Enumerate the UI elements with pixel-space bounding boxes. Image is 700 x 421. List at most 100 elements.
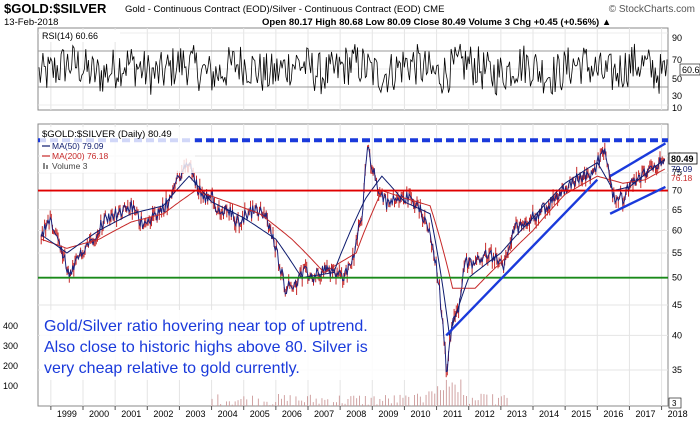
volume-bar: [393, 395, 395, 406]
x-tick-label: 1999: [57, 409, 77, 419]
legend-ma200: MA(200) 76.18: [52, 151, 108, 161]
volume-bar: [327, 399, 329, 406]
volume-bar: [324, 399, 326, 406]
volume-bar: [252, 395, 253, 406]
rsi-tick-label: 10: [672, 103, 682, 113]
volume-bar: [463, 395, 465, 406]
volume-bar: [388, 398, 389, 406]
volume-bar: [440, 390, 441, 406]
price-line: [40, 146, 665, 373]
volume-bars: [211, 379, 508, 406]
volume-bar: [347, 399, 349, 406]
volume-bar: [402, 397, 404, 406]
volume-bar: [226, 401, 227, 406]
annotation-line: Also close to historic highs above 80. S…: [44, 339, 368, 356]
volume-bar: [370, 397, 372, 406]
volume-bar: [443, 390, 444, 406]
x-tick-label: 2004: [218, 409, 238, 419]
volume-bar: [333, 402, 334, 406]
volume-value-tag: 3: [672, 399, 677, 408]
price-tick-label: 45: [672, 300, 682, 310]
volume-bar: [445, 379, 447, 406]
volume-bar: [275, 402, 277, 406]
volume-bar: [237, 400, 239, 406]
x-tick-label: 2014: [539, 409, 559, 419]
x-tick-label: 2018: [668, 409, 688, 419]
legend-volume-swatch: [43, 163, 45, 169]
volume-bar: [263, 401, 265, 406]
volume-bar: [469, 403, 470, 406]
volume-bar: [434, 393, 436, 406]
volume-tick-label: 300: [3, 341, 18, 351]
volume-bar: [341, 403, 343, 406]
x-tick-label: 2003: [185, 409, 205, 419]
legend-volume-swatch: [46, 165, 48, 169]
volume-bar: [500, 396, 502, 406]
annotation-line: very cheap relative to gold currently.: [44, 360, 300, 377]
close-value-tag-bg: [668, 152, 698, 165]
legend-ma50: MA(50) 79.09: [52, 141, 104, 151]
x-tick-label: 2000: [89, 409, 109, 419]
chart-date: 13-Feb-2018: [4, 17, 58, 28]
volume-bar: [243, 396, 245, 406]
volume-bar: [301, 400, 303, 406]
x-tick-label: 2017: [635, 409, 655, 419]
volume-bar: [321, 398, 323, 406]
volume-bar: [240, 399, 242, 406]
chart-description: Gold - Continuous Contract (EOD)/Silver …: [125, 4, 444, 15]
volume-bar: [506, 397, 508, 406]
annotation-box: Gold/Silver ratio hovering near top of u…: [40, 310, 436, 380]
close-value-tag: 80.49: [671, 154, 694, 164]
rsi-tick-label: 70: [672, 55, 682, 65]
volume-bar: [417, 393, 418, 406]
price-tick-label: 70: [672, 186, 682, 196]
rsi-tick-label: 30: [672, 91, 682, 101]
volume-value-tag-bg: [668, 397, 682, 409]
volume-bar: [350, 396, 352, 406]
volume-bar: [220, 404, 222, 406]
volume-bar: [460, 379, 462, 406]
trendlines: [445, 142, 667, 337]
price-panel: 80757065605550454035 400 300 200 100 3 $…: [3, 123, 698, 409]
volume-bar: [292, 405, 294, 406]
volume-bar: [379, 399, 381, 406]
volume-bar: [451, 382, 453, 406]
volume-bar: [480, 393, 482, 406]
volume-bar: [307, 396, 308, 406]
volume-bar: [471, 397, 473, 406]
price-tick-label: 50: [672, 273, 682, 283]
volume-bar: [457, 392, 459, 406]
x-tick-label: 2011: [443, 409, 462, 419]
volume-bar: [359, 395, 360, 406]
annotation-line: Gold/Silver ratio hovering near top of u…: [44, 318, 368, 335]
rsi-label: RSI(14) 60.66: [42, 31, 98, 41]
volume-bar: [295, 396, 297, 406]
rsi-grid: [38, 28, 668, 110]
volume-bar: [405, 395, 407, 406]
volume-bar: [448, 386, 450, 406]
volume-bar: [437, 386, 439, 406]
volume-bar: [477, 400, 479, 406]
volume-bar: [367, 404, 369, 406]
volume-bar: [486, 394, 488, 406]
volume-bar: [269, 405, 271, 406]
x-tick-label: 2008: [346, 409, 366, 419]
price-tick-label: 35: [672, 365, 682, 375]
volume-bar: [315, 398, 317, 406]
volume-bar: [278, 394, 279, 406]
volume-bar: [414, 395, 415, 406]
volume-bar: [419, 396, 421, 406]
volume-bar: [376, 404, 378, 406]
volume-tick-label: 100: [3, 381, 18, 391]
x-tick-label: 2016: [603, 409, 623, 419]
volume-bar: [338, 395, 340, 406]
volume-bar: [466, 396, 467, 406]
volume-bar: [246, 399, 248, 406]
x-tick-label: 2015: [571, 409, 591, 419]
volume-bar: [272, 404, 274, 406]
volume-bar: [364, 396, 366, 406]
volume-bar: [286, 400, 288, 406]
volume-bar: [408, 396, 410, 406]
volume-bar: [281, 398, 282, 406]
volume-tick-label: 400: [3, 321, 18, 331]
